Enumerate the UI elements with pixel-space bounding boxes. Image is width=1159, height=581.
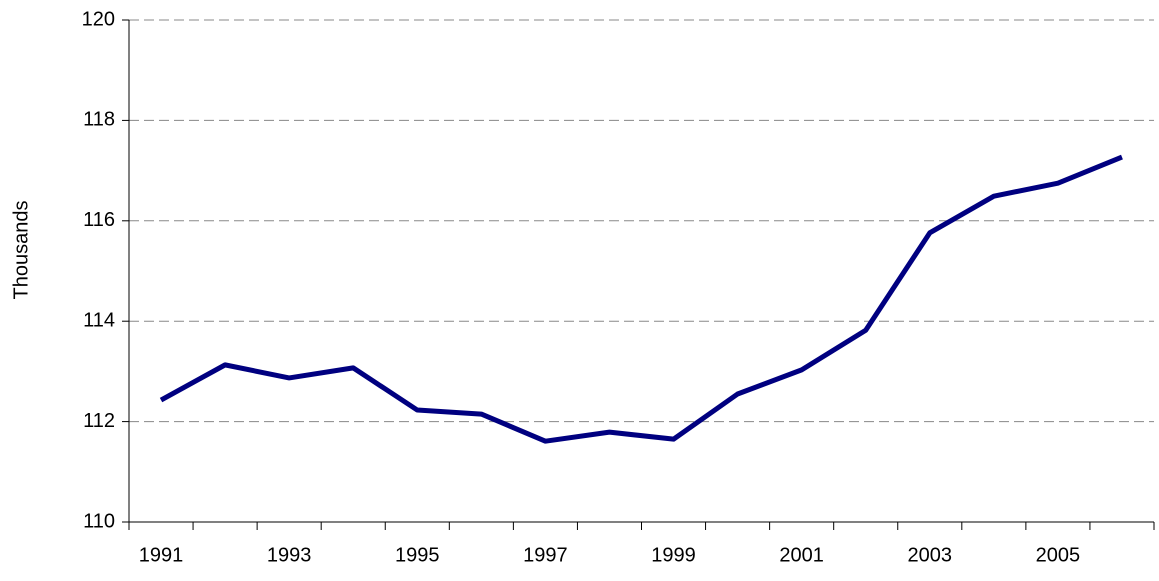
y-tick-label: 116 [83,209,115,231]
x-tick-label: 2003 [908,544,953,566]
y-tick-label: 110 [83,510,115,532]
x-tick-label: 2001 [779,544,824,566]
y-tick-label: 112 [83,410,115,432]
x-tick-label: 1997 [523,544,568,566]
x-tick-label: 1991 [139,544,184,566]
x-tick-label: 1993 [267,544,312,566]
y-axis-title: Thousands [10,201,32,300]
y-tick-label: 120 [82,8,115,30]
data-line [159,154,1123,444]
x-tick-label: 2005 [1036,544,1081,566]
x-tick-label: 1995 [395,544,440,566]
y-tick-label: 118 [83,109,115,131]
y-tick-label: 114 [83,309,115,331]
x-tick-label: 1999 [651,544,696,566]
